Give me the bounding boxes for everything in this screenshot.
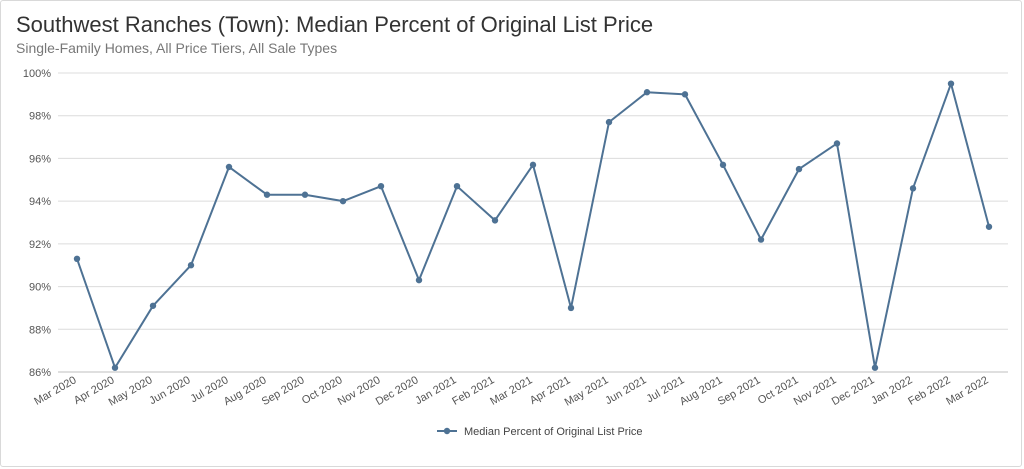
- x-tick-label: Mar 2022: [944, 374, 990, 408]
- data-point[interactable]: [985, 223, 993, 230]
- data-point[interactable]: [909, 185, 917, 192]
- x-tick-label: Jan 2021: [413, 374, 458, 407]
- data-point[interactable]: [149, 302, 157, 309]
- y-tick-label: 92%: [29, 239, 51, 251]
- x-tick-label: May 2021: [563, 374, 611, 409]
- chart-title: Southwest Ranches (Town): Median Percent…: [16, 12, 654, 37]
- x-tick-label: Jun 2021: [603, 374, 648, 407]
- y-tick-label: 98%: [29, 111, 51, 123]
- data-point[interactable]: [529, 161, 537, 169]
- y-tick-label: 96%: [29, 153, 51, 165]
- data-point[interactable]: [833, 140, 841, 147]
- data-point[interactable]: [263, 191, 271, 198]
- data-point[interactable]: [339, 197, 347, 205]
- data-point[interactable]: [187, 262, 195, 269]
- x-tick-label: Aug 2021: [678, 374, 725, 408]
- data-point[interactable]: [491, 217, 499, 224]
- legend[interactable]: Median Percent of Original List Price: [437, 426, 643, 438]
- data-point[interactable]: [567, 304, 575, 312]
- x-tick-label: Nov 2021: [792, 374, 839, 408]
- series-layer: [73, 80, 993, 371]
- x-tick-label: Sep 2021: [716, 374, 763, 408]
- data-point[interactable]: [301, 191, 309, 198]
- x-tick-label: Jan 2022: [869, 374, 914, 407]
- y-tick-label: 94%: [29, 196, 51, 208]
- data-point[interactable]: [643, 89, 651, 96]
- series-line: [76, 82, 990, 369]
- data-point[interactable]: [415, 276, 423, 284]
- y-tick-label: 88%: [29, 324, 51, 336]
- gridlines: [58, 72, 1008, 373]
- x-tick-label: Feb 2022: [906, 374, 952, 408]
- x-tick-label: Mar 2021: [488, 374, 534, 408]
- data-point[interactable]: [719, 161, 727, 169]
- data-point[interactable]: [377, 182, 385, 190]
- x-tick-label: Dec 2021: [830, 374, 877, 408]
- x-tick-label: Dec 2020: [374, 374, 421, 408]
- chart-subtitle: Single-Family Homes, All Price Tiers, Al…: [16, 40, 338, 56]
- legend-label[interactable]: Median Percent of Original List Price: [464, 426, 643, 438]
- y-axis-ticks: 86% 88% 90% 92% 94% 96% 98% 100%: [23, 68, 51, 379]
- data-point[interactable]: [225, 163, 233, 171]
- data-point[interactable]: [605, 118, 613, 126]
- data-point[interactable]: [453, 182, 461, 190]
- x-tick-label: Mar 2020: [32, 374, 78, 408]
- data-point[interactable]: [681, 91, 689, 98]
- data-point[interactable]: [947, 80, 955, 87]
- data-point[interactable]: [871, 364, 879, 371]
- x-tick-label: Nov 2020: [336, 374, 383, 408]
- data-point[interactable]: [757, 236, 765, 243]
- y-tick-label: 90%: [29, 282, 51, 294]
- y-tick-label: 100%: [23, 68, 51, 80]
- data-point[interactable]: [73, 255, 81, 263]
- y-tick-label: 86%: [29, 367, 51, 379]
- x-tick-label: May 2020: [107, 374, 155, 409]
- x-tick-label: Feb 2021: [450, 374, 496, 408]
- x-tick-label: Sep 2020: [260, 374, 307, 408]
- data-point[interactable]: [111, 364, 119, 371]
- legend-marker: [443, 427, 451, 435]
- data-point[interactable]: [795, 165, 803, 173]
- x-tick-label: Jun 2020: [147, 374, 192, 407]
- x-tick-label: Aug 2020: [222, 374, 269, 408]
